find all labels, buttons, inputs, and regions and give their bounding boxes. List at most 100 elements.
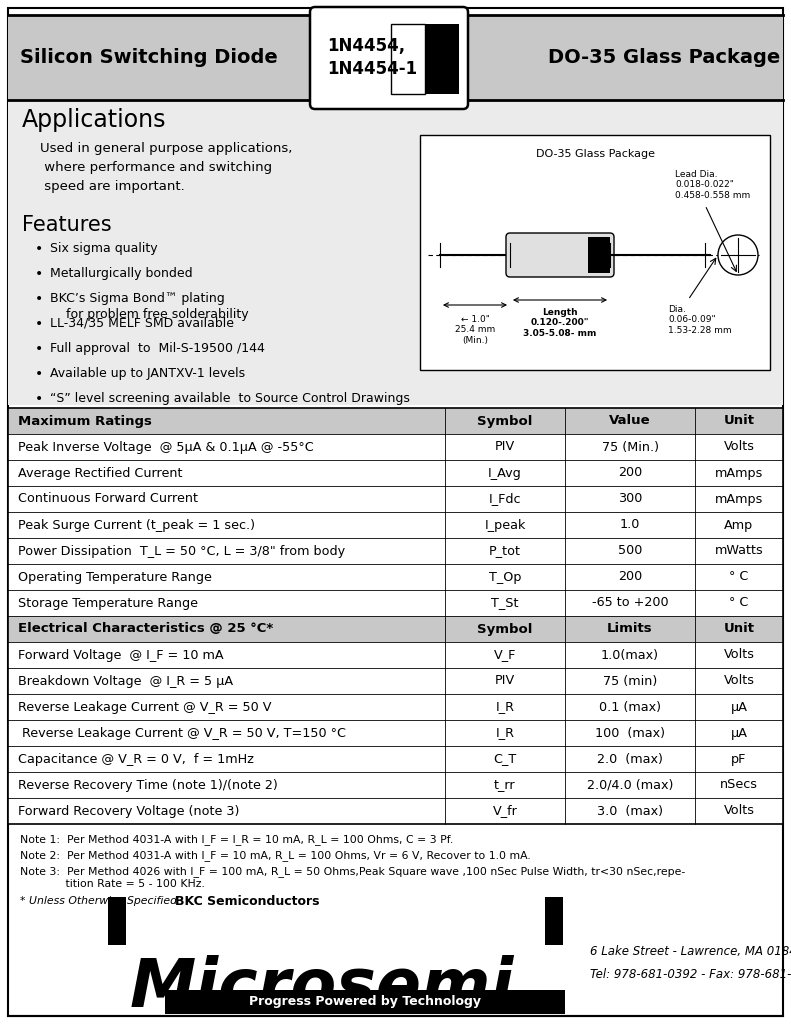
Text: Breakdown Voltage  @ I_R = 5 μA: Breakdown Voltage @ I_R = 5 μA [18,675,233,687]
Text: 300: 300 [618,493,642,506]
Text: pF: pF [732,753,747,766]
Text: DO-35 Glass Package: DO-35 Glass Package [547,48,780,67]
Text: DO-35 Glass Package: DO-35 Glass Package [536,150,654,159]
Text: Peak Surge Current (t_peak = 1 sec.): Peak Surge Current (t_peak = 1 sec.) [18,518,255,531]
Text: Forward Recovery Voltage (note 3): Forward Recovery Voltage (note 3) [18,805,240,817]
Text: 75 (Min.): 75 (Min.) [601,440,658,454]
Bar [8,798,783,824]
Bar [8,15,783,100]
Bar [108,897,126,945]
Text: ← 1.0"
25.4 mm
(Min.): ← 1.0" 25.4 mm (Min.) [455,315,495,345]
Text: Note 1:  Per Method 4031-A with I_F = I_R = 10 mA, R_L = 100 Ohms, C = 3 Pf.: Note 1: Per Method 4031-A with I_F = I_R… [20,834,453,845]
Text: Electrical Characteristics @ 25 °C*: Electrical Characteristics @ 25 °C* [18,623,273,636]
Text: Reverse Leakage Current @ V_R = 50 V, T=150 °C: Reverse Leakage Current @ V_R = 50 V, T=… [18,726,346,739]
Text: Continuous Forward Current: Continuous Forward Current [18,493,198,506]
Text: Lead Dia.
0.018-0.022"
0.458-0.558 mm: Lead Dia. 0.018-0.022" 0.458-0.558 mm [675,170,750,200]
Bar [8,772,783,798]
Text: Capacitance @ V_R = 0 V,  f = 1mHz: Capacitance @ V_R = 0 V, f = 1mHz [18,753,254,766]
Text: •: • [35,392,44,406]
Text: I_peak: I_peak [484,518,526,531]
Text: Maximum Ratings: Maximum Ratings [18,415,152,427]
Bar [8,538,783,564]
Text: Unit: Unit [724,623,755,636]
Bar [8,668,783,694]
Text: P_tot: P_tot [489,545,521,557]
Bar [8,100,783,406]
Text: •: • [35,342,44,356]
Text: Operating Temperature Range: Operating Temperature Range [18,570,212,584]
Bar [8,434,783,460]
Bar [8,408,783,824]
Text: Volts: Volts [724,805,755,817]
Text: Available up to JANTXV-1 levels: Available up to JANTXV-1 levels [50,367,245,380]
Text: Value: Value [609,415,651,427]
Bar [420,135,770,370]
Text: I_Avg: I_Avg [488,467,522,479]
Text: mAmps: mAmps [715,493,763,506]
Circle shape [718,234,758,275]
Text: 1.0: 1.0 [620,518,640,531]
Text: V_F: V_F [494,648,517,662]
Text: 0.1 (max): 0.1 (max) [599,700,661,714]
Text: •: • [35,367,44,381]
Text: Full approval  to  Mil-S-19500 /144: Full approval to Mil-S-19500 /144 [50,342,265,355]
Text: I_R: I_R [495,726,514,739]
Bar [8,564,783,590]
Text: Applications: Applications [22,108,166,132]
Text: 100  (max): 100 (max) [595,726,665,739]
Text: BKC Semiconductors: BKC Semiconductors [175,895,320,908]
Text: T_St: T_St [491,597,519,609]
Text: Note 3:  Per Method 4026 with I_F = 100 mA, R_L = 50 Ohms,Peak Square wave ,100 : Note 3: Per Method 4026 with I_F = 100 m… [20,866,685,889]
Text: Limits: Limits [607,623,653,636]
Text: Dia.
0.06-0.09"
1.53-2.28 mm: Dia. 0.06-0.09" 1.53-2.28 mm [668,305,732,335]
Text: Volts: Volts [724,675,755,687]
Text: Power Dissipation  T_L = 50 °C, L = 3/8" from body: Power Dissipation T_L = 50 °C, L = 3/8" … [18,545,345,557]
Text: Note 2:  Per Method 4031-A with I_F = 10 mA, R_L = 100 Ohms, Vr = 6 V, Recover t: Note 2: Per Method 4031-A with I_F = 10 … [20,850,531,861]
Bar [8,616,783,642]
Text: Reverse Recovery Time (note 1)/(note 2): Reverse Recovery Time (note 1)/(note 2) [18,778,278,792]
Text: μA: μA [731,700,747,714]
Text: -65 to +200: -65 to +200 [592,597,668,609]
Text: ° C: ° C [729,597,749,609]
Bar [8,512,783,538]
Text: Used in general purpose applications,
 where performance and switching
 speed ar: Used in general purpose applications, wh… [40,142,293,193]
Text: μA: μA [731,726,747,739]
Text: C_T: C_T [494,753,517,766]
Bar [165,990,565,1014]
Text: LL-34/35 MELF SMD available: LL-34/35 MELF SMD available [50,317,234,330]
Bar [8,642,783,668]
Text: V_fr: V_fr [493,805,517,817]
Text: Six sigma quality: Six sigma quality [50,242,157,255]
Bar [588,237,610,273]
Text: T_Op: T_Op [489,570,521,584]
Bar [8,486,783,512]
Text: Amp: Amp [725,518,754,531]
Text: Average Rectified Current: Average Rectified Current [18,467,183,479]
Text: I_Fdc: I_Fdc [489,493,521,506]
Text: * Unless Otherwise Specified: * Unless Otherwise Specified [20,896,177,906]
Text: 2.0  (max): 2.0 (max) [597,753,663,766]
Text: Forward Voltage  @ I_F = 10 mA: Forward Voltage @ I_F = 10 mA [18,648,224,662]
Text: Volts: Volts [724,648,755,662]
Text: 500: 500 [618,545,642,557]
Bar [8,408,783,434]
Text: 75 (min): 75 (min) [603,675,657,687]
Text: 200: 200 [618,570,642,584]
Text: Silicon Switching Diode: Silicon Switching Diode [20,48,278,67]
Text: BKC’s Sigma Bond™ plating
    for problem free solderability: BKC’s Sigma Bond™ plating for problem fr… [50,292,248,321]
Text: 6 Lake Street - Lawrence, MA 01841: 6 Lake Street - Lawrence, MA 01841 [590,945,791,958]
Text: 1.0(max): 1.0(max) [601,648,659,662]
Text: Progress Powered by Technology: Progress Powered by Technology [249,995,481,1009]
Text: Features: Features [22,215,112,234]
Bar [8,590,783,616]
Bar [8,720,783,746]
Text: 2.0/4.0 (max): 2.0/4.0 (max) [587,778,673,792]
Text: 200: 200 [618,467,642,479]
Text: •: • [35,292,44,306]
Bar [425,24,459,94]
Text: Reverse Leakage Current @ V_R = 50 V: Reverse Leakage Current @ V_R = 50 V [18,700,271,714]
Text: Symbol: Symbol [477,623,532,636]
Text: Peak Inverse Voltage  @ 5μA & 0.1μA @ -55°C: Peak Inverse Voltage @ 5μA & 0.1μA @ -55… [18,440,314,454]
Text: Microsemi: Microsemi [130,955,514,1021]
Text: I_R: I_R [495,700,514,714]
